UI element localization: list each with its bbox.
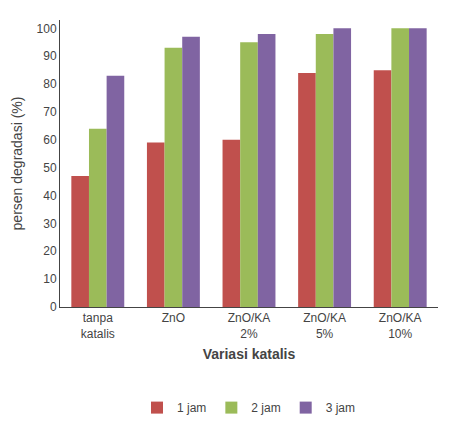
- svg-text:80: 80: [43, 77, 57, 91]
- svg-text:2 jam: 2 jam: [251, 401, 280, 415]
- svg-text:1 jam: 1 jam: [177, 401, 206, 415]
- svg-text:0: 0: [50, 300, 57, 314]
- svg-text:tanpakatalis: tanpakatalis: [81, 311, 115, 341]
- svg-text:20: 20: [43, 244, 57, 258]
- svg-text:ZnO/KA2%: ZnO/KA2%: [228, 311, 271, 341]
- svg-text:30: 30: [43, 217, 57, 231]
- svg-text:50: 50: [43, 161, 57, 175]
- svg-text:60: 60: [43, 133, 57, 147]
- svg-text:90: 90: [43, 49, 57, 63]
- svg-text:ZnO/KA10%: ZnO/KA10%: [379, 311, 422, 341]
- svg-text:persen degradasi (%): persen degradasi (%): [9, 97, 25, 231]
- svg-text:3 jam: 3 jam: [326, 401, 355, 415]
- svg-text:10: 10: [43, 272, 57, 286]
- svg-text:ZnO/KA5%: ZnO/KA5%: [303, 311, 346, 341]
- svg-text:70: 70: [43, 105, 57, 119]
- svg-text:100: 100: [37, 22, 57, 36]
- svg-text:ZnO: ZnO: [162, 311, 185, 325]
- svg-text:40: 40: [43, 189, 57, 203]
- svg-text:Variasi katalis: Variasi katalis: [203, 346, 296, 362]
